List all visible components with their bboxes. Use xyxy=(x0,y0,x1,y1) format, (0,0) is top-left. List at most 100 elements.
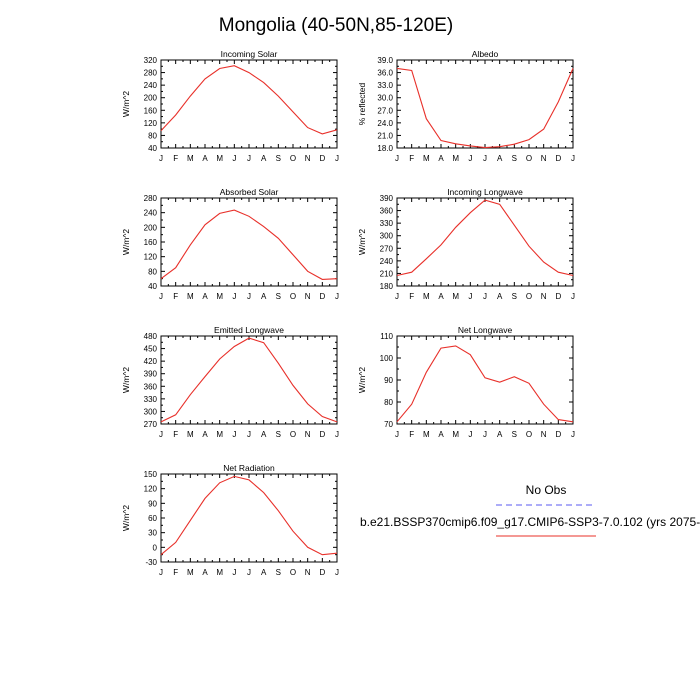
x-tick-label: N xyxy=(305,292,311,301)
y-tick-label: 240 xyxy=(144,81,158,90)
x-tick-label: J xyxy=(395,430,399,439)
x-tick-label: J xyxy=(571,292,575,301)
panel-2: J F M A M J J A S O N D J18.021.024.027.030.033.036.… xyxy=(357,49,575,163)
y-tick-label: 120 xyxy=(144,119,158,128)
plot-frame xyxy=(396,197,574,287)
y-axis-label: W/m^2 xyxy=(121,505,131,531)
y-tick-label: 70 xyxy=(384,420,393,429)
x-tick-label: O xyxy=(526,430,532,439)
x-tick-label: J xyxy=(247,292,251,301)
x-tick-label: D xyxy=(555,154,561,163)
x-tick-label: M xyxy=(216,430,223,439)
x-tick-label: A xyxy=(202,430,208,439)
x-tick-label: F xyxy=(173,292,178,301)
x-tick-label: D xyxy=(319,430,325,439)
series-line xyxy=(396,345,574,423)
series-line xyxy=(160,209,338,280)
panel-4: J F M A M J J A S O N D J180210240270300330360390Inc… xyxy=(357,187,575,301)
x-tick-label: O xyxy=(290,292,296,301)
panels: J F M A M J J A S O N D J4080120160200240280320Incom… xyxy=(121,49,575,577)
x-tick-label: A xyxy=(438,292,444,301)
x-tick-label: M xyxy=(423,154,430,163)
x-tick-label: A xyxy=(202,292,208,301)
y-tick-label: 180 xyxy=(380,282,394,291)
x-tick-label: M xyxy=(216,568,223,577)
x-tick-label: J xyxy=(571,154,575,163)
x-tick-label: D xyxy=(319,568,325,577)
y-tick-label: 240 xyxy=(380,257,394,266)
x-tick-label: A xyxy=(438,430,444,439)
plot-frame xyxy=(396,335,574,425)
y-tick-label: 280 xyxy=(144,194,158,203)
x-tick-label: M xyxy=(452,154,459,163)
y-tick-label: 90 xyxy=(148,499,157,508)
y-tick-label: 330 xyxy=(380,219,394,228)
x-tick-label: N xyxy=(305,568,311,577)
x-tick-label: N xyxy=(541,154,547,163)
panel-3: J F M A M J J A S O N D J4080120160200240280Absorbed… xyxy=(121,187,339,301)
x-tick-label: A xyxy=(438,154,444,163)
x-tick-label: M xyxy=(423,292,430,301)
x-tick-label: N xyxy=(541,292,547,301)
x-tick-label: M xyxy=(187,292,194,301)
x-tick-label: J xyxy=(335,154,339,163)
x-tick-label: F xyxy=(409,154,414,163)
page-title: Mongolia (40-50N,85-120E) xyxy=(219,15,453,36)
y-tick-label: 200 xyxy=(144,223,158,232)
x-tick-label: A xyxy=(202,154,208,163)
x-tick-label: M xyxy=(452,292,459,301)
x-tick-label: J xyxy=(483,430,487,439)
panel-title: Absorbed Solar xyxy=(220,187,279,197)
x-tick-label: J xyxy=(247,154,251,163)
x-tick-label: A xyxy=(261,568,267,577)
y-tick-label: 110 xyxy=(380,332,393,341)
x-tick-label: O xyxy=(290,430,296,439)
y-axis-label: W/m^2 xyxy=(357,229,367,255)
series-line xyxy=(160,475,338,556)
panel-5: J F M A M J J A S O N D J270300330360390420450480Emi… xyxy=(121,325,339,439)
y-tick-label: 24.0 xyxy=(377,119,393,128)
series-line xyxy=(160,337,338,423)
y-tick-label: 30 xyxy=(148,529,157,538)
y-tick-label: 270 xyxy=(380,244,394,253)
panel-title: Emitted Longwave xyxy=(214,325,284,335)
y-tick-label: 27.0 xyxy=(377,106,393,115)
x-tick-label: F xyxy=(173,154,178,163)
x-tick-label: J xyxy=(232,292,236,301)
x-tick-label: S xyxy=(512,154,517,163)
x-tick-label: J xyxy=(468,292,472,301)
y-tick-label: 39.0 xyxy=(377,56,393,65)
x-tick-label: F xyxy=(409,292,414,301)
x-tick-label: M xyxy=(187,430,194,439)
x-tick-label: J xyxy=(232,568,236,577)
y-axis-label: W/m^2 xyxy=(121,367,131,393)
x-tick-label: J xyxy=(335,568,339,577)
x-tick-label: A xyxy=(497,430,503,439)
x-tick-label: A xyxy=(497,154,503,163)
x-tick-label: S xyxy=(276,154,281,163)
x-tick-label: M xyxy=(423,430,430,439)
panel-title: Incoming Longwave xyxy=(447,187,523,197)
y-tick-label: 280 xyxy=(144,69,158,78)
legend: No Obs b.e21.BSSP370cmip6.f09_g17.CMIP6-… xyxy=(360,483,700,537)
x-tick-label: J xyxy=(571,430,575,439)
y-tick-label: 80 xyxy=(148,131,157,140)
x-tick-label: O xyxy=(526,154,532,163)
x-tick-label: J xyxy=(483,292,487,301)
y-tick-label: 160 xyxy=(144,238,158,247)
x-tick-label: D xyxy=(319,292,325,301)
y-tick-label: 200 xyxy=(144,94,158,103)
y-tick-label: 360 xyxy=(144,382,158,391)
x-tick-label: N xyxy=(541,430,547,439)
y-tick-label: 240 xyxy=(144,209,158,218)
y-tick-label: 80 xyxy=(384,398,393,407)
y-axis-label: W/m^2 xyxy=(357,367,367,393)
y-tick-label: 300 xyxy=(380,232,394,241)
y-tick-label: 100 xyxy=(380,354,394,363)
y-tick-label: 30.0 xyxy=(377,94,393,103)
x-tick-label: N xyxy=(305,154,311,163)
x-tick-label: O xyxy=(290,568,296,577)
y-tick-label: 60 xyxy=(148,514,157,523)
y-tick-label: 18.0 xyxy=(377,144,393,153)
